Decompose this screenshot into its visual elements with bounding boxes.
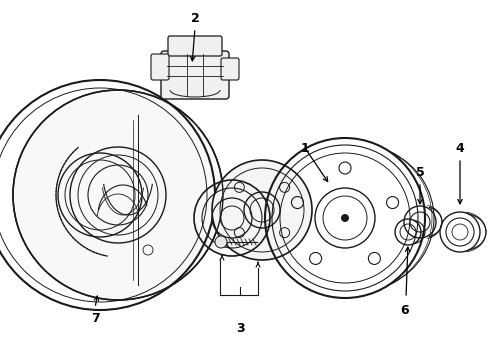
Text: 5: 5 <box>416 166 424 179</box>
Circle shape <box>215 236 227 248</box>
FancyBboxPatch shape <box>161 51 229 99</box>
Circle shape <box>212 160 312 260</box>
Text: 4: 4 <box>456 141 465 154</box>
FancyBboxPatch shape <box>168 36 222 56</box>
FancyBboxPatch shape <box>221 58 239 80</box>
Circle shape <box>341 214 349 222</box>
Text: 1: 1 <box>301 141 309 154</box>
Circle shape <box>13 90 223 300</box>
Text: 2: 2 <box>191 12 199 24</box>
Text: 3: 3 <box>236 321 245 334</box>
Text: 6: 6 <box>401 303 409 316</box>
Text: 7: 7 <box>91 311 99 324</box>
FancyBboxPatch shape <box>151 54 169 80</box>
